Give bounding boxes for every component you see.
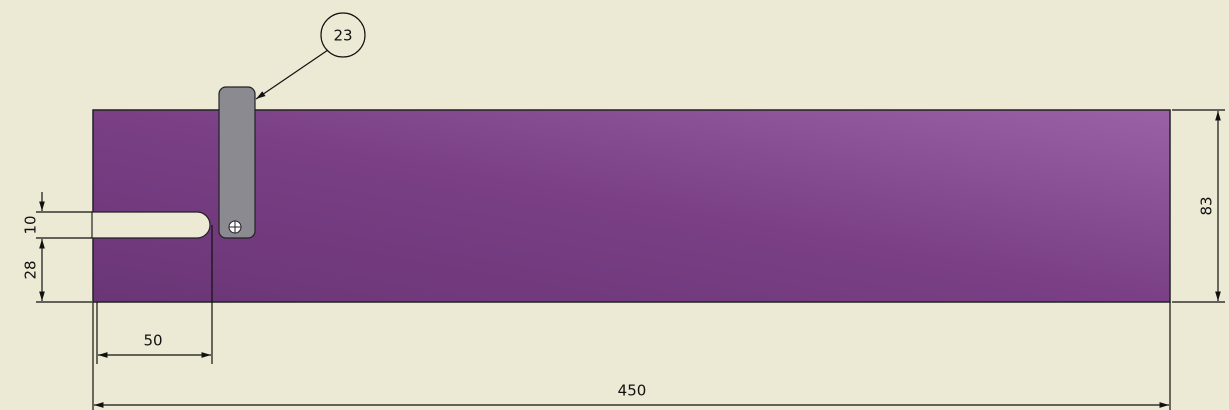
clamp-bar bbox=[218, 86, 256, 239]
dimension-label: 50 bbox=[143, 332, 162, 350]
extension-lines bbox=[92, 302, 1171, 410]
dimension-label: 450 bbox=[618, 382, 647, 400]
extension-lines bbox=[36, 211, 92, 303]
dimension-label: 83 bbox=[1198, 196, 1216, 215]
leader-line bbox=[255, 49, 329, 100]
balloon-label: 23 bbox=[333, 27, 352, 45]
dimension-label: 10 bbox=[22, 215, 40, 234]
plate bbox=[92, 109, 1171, 303]
extension-lines bbox=[96, 225, 213, 364]
balloon bbox=[320, 12, 366, 58]
slot bbox=[91, 211, 211, 239]
extension-lines bbox=[1172, 109, 1225, 303]
screw-cross bbox=[229, 221, 241, 233]
dimension-label: 28 bbox=[22, 260, 40, 279]
